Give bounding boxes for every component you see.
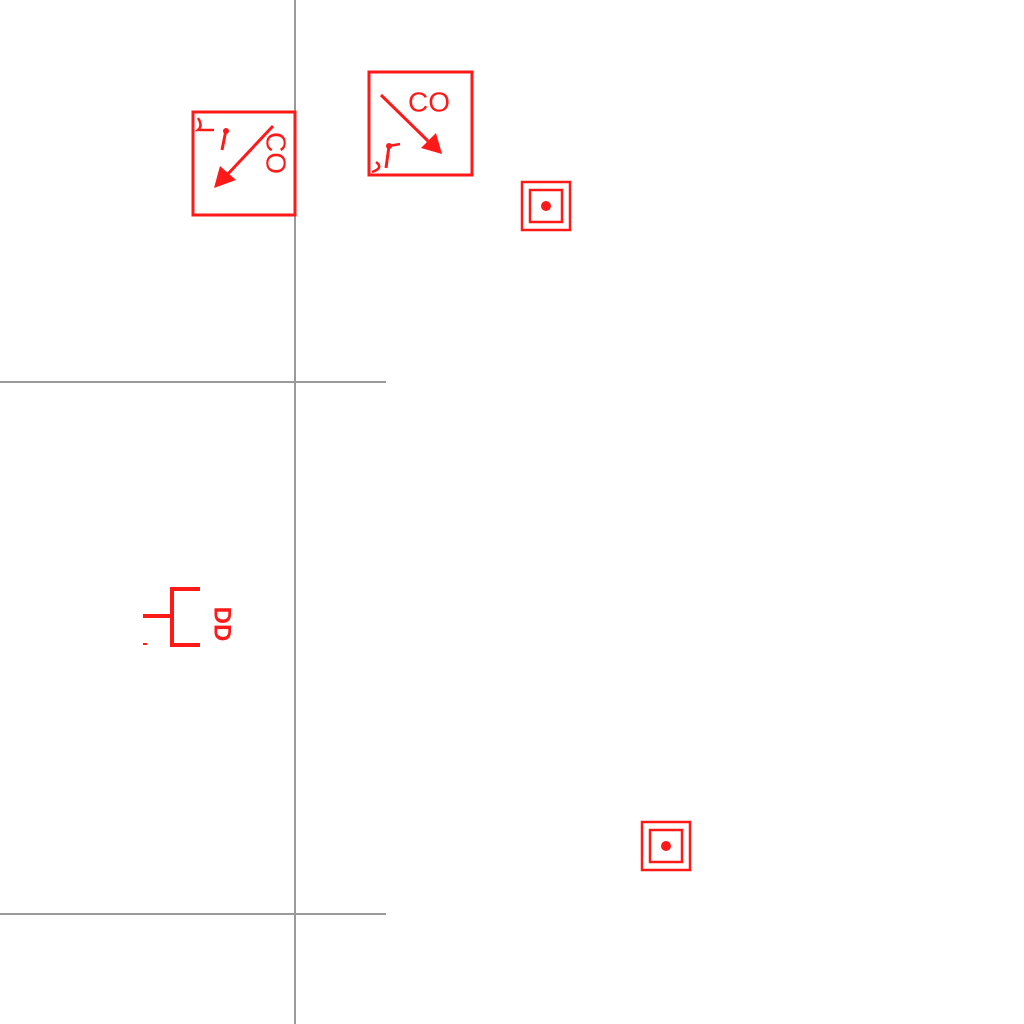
detector-label: CO <box>408 87 450 118</box>
co-detector-icon[interactable]: CO <box>191 110 297 217</box>
detector-label: CO <box>261 132 292 174</box>
concentric-square-device-icon[interactable] <box>520 180 572 232</box>
co-detector-icon[interactable]: CO <box>367 70 474 177</box>
concentric-square-device-icon[interactable] <box>640 820 692 872</box>
duct-detector-icon[interactable]: DD <box>143 587 236 647</box>
duct-detector-label: DD <box>209 607 236 642</box>
